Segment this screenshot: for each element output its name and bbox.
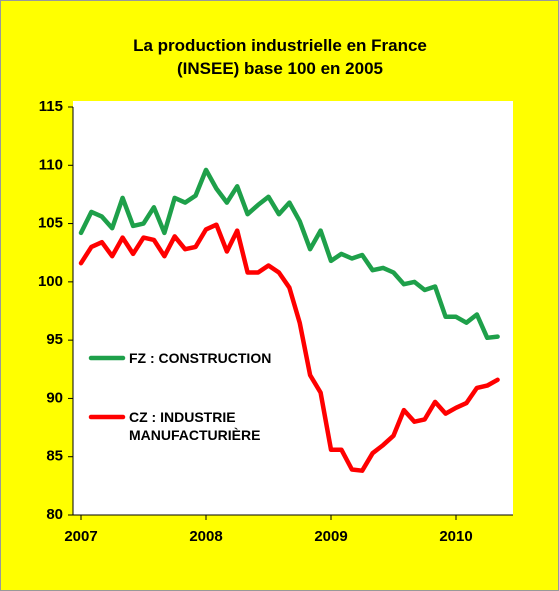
y-tick-label: 90 (46, 389, 63, 406)
x-tick-label: 2007 (64, 528, 97, 545)
x-tick-label: 2009 (314, 528, 347, 545)
y-tick-label: 80 (46, 506, 63, 523)
y-tick-label: 115 (39, 98, 63, 115)
y-tick-label: 95 (46, 331, 63, 348)
legend-label: FZ : CONSTRUCTION (129, 350, 272, 366)
line-series (78, 222, 500, 473)
y-tick-label: 110 (39, 156, 63, 173)
y-tick-label: 85 (46, 448, 63, 465)
x-tick-label: 2008 (189, 528, 222, 545)
chart-title: La production industrielle en France (IN… (133, 36, 427, 78)
y-tick-label: 105 (38, 215, 63, 232)
y-tick-label: 100 (38, 273, 63, 290)
plot-area (73, 101, 513, 515)
x-tick-label: 2010 (439, 528, 472, 545)
legend-label: CZ : INDUSTRIE MANUFACTURIÈRE (129, 409, 261, 443)
line-series (78, 167, 500, 341)
